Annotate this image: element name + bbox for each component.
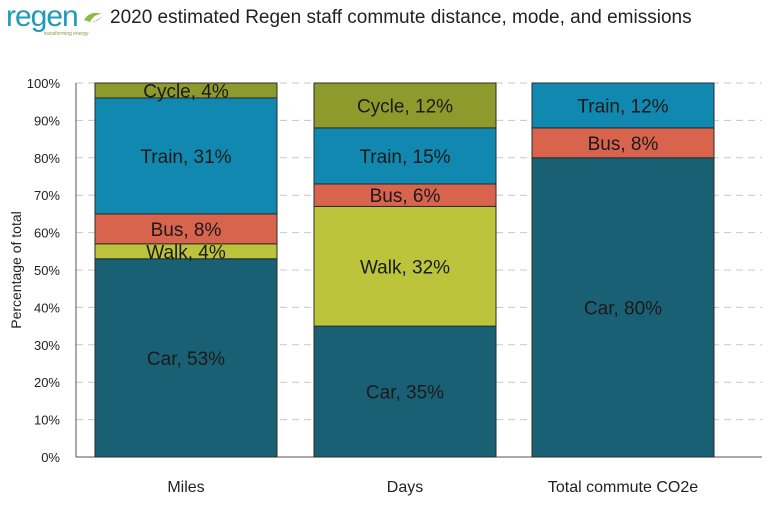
y-tick-label: 0% [41, 450, 60, 465]
data-label: Walk, 4% [146, 242, 226, 263]
y-tick-label: 80% [34, 151, 60, 166]
bar-segment-train-2 [531, 82, 715, 129]
x-tick-label: Days [387, 479, 423, 496]
y-tick-label: 60% [34, 226, 60, 241]
data-label: Car, 35% [366, 383, 444, 404]
data-label: Car, 53% [147, 349, 225, 370]
data-label: Train, 15% [359, 147, 450, 168]
data-label: Walk, 32% [360, 257, 450, 278]
logo-tagline: transforming energy [44, 31, 89, 37]
data-label: Bus, 8% [151, 220, 222, 241]
logo-wordmark: regen [6, 0, 79, 33]
x-tick-label: Miles [167, 479, 204, 496]
bar-segment-bus-2 [531, 127, 715, 159]
data-label: Car, 80% [584, 298, 662, 319]
logo-swoosh-icon [84, 12, 102, 23]
y-tick-label: 100% [27, 76, 61, 91]
y-tick-label: 90% [34, 113, 60, 128]
y-tick-label: 20% [34, 375, 60, 390]
bar-segment-cycle-0 [94, 82, 278, 99]
regen-logo: regen transforming energy [6, 0, 106, 40]
y-tick-label: 10% [34, 413, 60, 428]
data-label: Bus, 6% [370, 186, 441, 207]
data-label: Train, 31% [140, 147, 231, 168]
y-axis-label: Percentage of total [8, 211, 24, 329]
y-tick-label: 50% [34, 263, 60, 278]
bar-segment-train-1 [313, 127, 497, 185]
x-tick-label: Total commute CO2e [548, 479, 698, 496]
data-label: Cycle, 4% [143, 81, 229, 102]
data-label: Cycle, 12% [357, 96, 453, 117]
y-tick-label: 40% [34, 300, 60, 315]
data-label: Train, 12% [577, 96, 668, 117]
bar-segment-car-0 [94, 258, 278, 458]
bar-segment-walk-1 [313, 205, 497, 327]
data-label: Bus, 8% [588, 134, 659, 155]
y-tick-label: 30% [34, 338, 60, 353]
bar-segment-car-2 [531, 157, 715, 458]
y-tick-label: 70% [34, 188, 60, 203]
bar-segment-cycle-1 [313, 82, 497, 129]
chart-title: 2020 estimated Regen staff commute dista… [110, 7, 692, 28]
